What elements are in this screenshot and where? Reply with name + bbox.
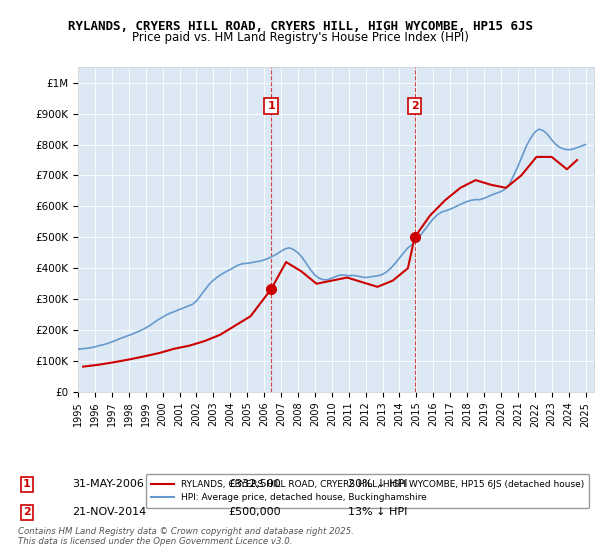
Text: 1: 1: [267, 101, 275, 111]
Text: 20% ↓ HPI: 20% ↓ HPI: [348, 479, 407, 489]
Text: £500,000: £500,000: [228, 507, 281, 517]
Text: 21-NOV-2014: 21-NOV-2014: [72, 507, 146, 517]
Text: Price paid vs. HM Land Registry's House Price Index (HPI): Price paid vs. HM Land Registry's House …: [131, 31, 469, 44]
Text: £332,500: £332,500: [228, 479, 281, 489]
Text: RYLANDS, CRYERS HILL ROAD, CRYERS HILL, HIGH WYCOMBE, HP15 6JS: RYLANDS, CRYERS HILL ROAD, CRYERS HILL, …: [67, 20, 533, 32]
Text: 2: 2: [23, 507, 31, 517]
Text: Contains HM Land Registry data © Crown copyright and database right 2025.
This d: Contains HM Land Registry data © Crown c…: [18, 526, 354, 546]
Text: 2: 2: [411, 101, 418, 111]
Text: 1: 1: [23, 479, 31, 489]
Text: 13% ↓ HPI: 13% ↓ HPI: [348, 507, 407, 517]
Text: 31-MAY-2006: 31-MAY-2006: [72, 479, 144, 489]
Legend: RYLANDS, CRYERS HILL ROAD, CRYERS HILL, HIGH WYCOMBE, HP15 6JS (detached house),: RYLANDS, CRYERS HILL ROAD, CRYERS HILL, …: [146, 474, 589, 508]
